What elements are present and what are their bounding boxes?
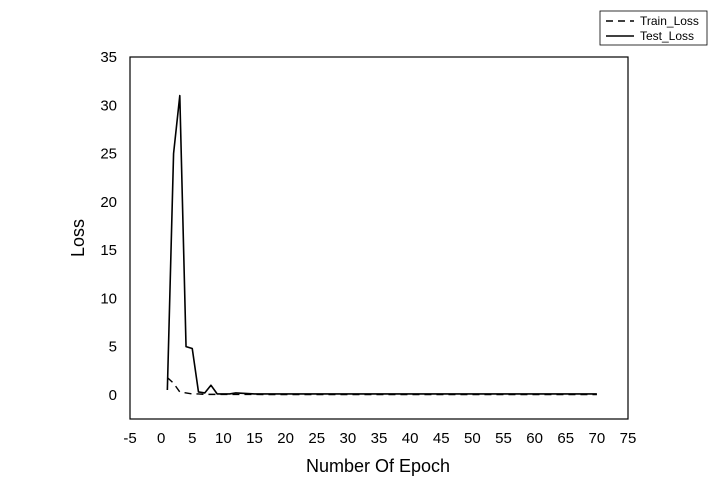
x-tick-label: 70 — [589, 430, 606, 447]
x-tick-label: 30 — [340, 430, 357, 447]
x-tick-label: 50 — [464, 430, 481, 447]
y-tick-label: 15 — [100, 242, 117, 259]
y-tick-label: 20 — [100, 194, 117, 211]
x-tick-label: 60 — [526, 430, 543, 447]
x-tick-label: 25 — [308, 430, 325, 447]
x-tick-label: 10 — [215, 430, 232, 447]
y-tick-label: 0 — [109, 387, 117, 404]
y-tick-label: 5 — [109, 339, 117, 356]
x-tick-label: 75 — [620, 430, 637, 447]
legend-label-train-loss: Train_Loss — [640, 14, 699, 28]
x-tick-label: 20 — [277, 430, 294, 447]
x-tick-label: 0 — [157, 430, 165, 447]
x-tick-label: 55 — [495, 430, 512, 447]
x-axis-title: Number Of Epoch — [306, 456, 450, 476]
x-tick-label: -5 — [123, 430, 136, 447]
y-tick-label: 30 — [100, 97, 117, 114]
x-tick-label: 5 — [188, 430, 196, 447]
x-axis-ticks: -5 0 5 10 15 20 25 30 35 40 45 50 55 60 65 70 75 — [123, 430, 636, 447]
plot-frame — [129, 56, 629, 420]
legend-box — [599, 10, 708, 46]
y-tick-label: 25 — [100, 146, 117, 163]
y-tick-label: 10 — [100, 290, 117, 307]
x-tick-label: 65 — [557, 430, 574, 447]
x-tick-label: 40 — [402, 430, 419, 447]
y-axis-title: Loss — [68, 219, 88, 257]
legend-label-test-loss: Test_Loss — [640, 29, 694, 43]
series-line-test-loss — [166, 94, 597, 395]
legend: Train_Loss Test_Loss — [599, 10, 708, 46]
series-line-train-loss — [166, 376, 597, 396]
y-tick-label: 35 — [100, 49, 117, 66]
x-tick-label: 15 — [246, 430, 263, 447]
x-tick-label: 35 — [371, 430, 388, 447]
series-lines — [166, 94, 597, 396]
x-tick-label: 45 — [433, 430, 450, 447]
y-axis-ticks: 0 5 10 15 20 25 30 35 — [100, 49, 117, 404]
